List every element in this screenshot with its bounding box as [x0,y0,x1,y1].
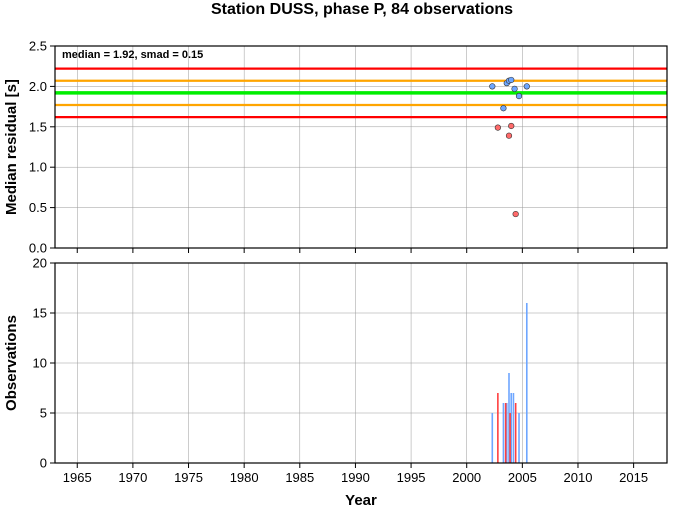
x-tick-label: 1985 [285,470,314,485]
x-tick-label: 1965 [63,470,92,485]
observations-y-ticks: 0 5 10 15 20 [33,256,55,471]
residual-point [500,105,507,112]
observations-y-axis-label: Observations [3,315,20,411]
observation-bar [502,403,505,463]
x-tick-label: 2000 [452,470,481,485]
x-tick-label: 2015 [619,470,648,485]
observations-panel: 0 5 10 15 20 1965 1970 1975 1980 1985 1990 1995 200… [3,256,668,509]
y-tick-label: 5 [40,406,47,421]
year-x-axis-label: Year [345,492,377,509]
residual-point [489,83,496,90]
residual-panel: 0.0 0.5 1.0 1.5 2.0 2.5 median = 1.92, smad =… [3,39,668,256]
observation-bar [491,413,494,463]
x-tick-label: 2005 [508,470,537,485]
observation-bar [514,403,517,463]
residual-point [505,132,513,139]
y-tick-label: 0 [40,456,47,471]
residual-point [511,85,518,92]
y-tick-label: 2.0 [29,79,47,94]
y-tick-label: 10 [33,356,47,371]
observation-bar [505,403,508,463]
observations-x-ticks: 1965 1970 1975 1980 1985 1990 1995 2000 2005 2010… [63,463,648,485]
x-tick-label: 2010 [564,470,593,485]
chart-title: Station DUSS, phase P, 84 observations [211,1,513,18]
observation-bar [512,393,515,463]
residual-points [489,76,530,218]
observations-gridlines [55,263,667,463]
y-tick-label: 20 [33,256,47,271]
residual-point [523,83,530,90]
residual-x-ticks [76,248,635,253]
observation-bar [504,403,507,463]
observations-bars [491,303,528,463]
residual-y-axis-label: Median residual [s] [3,79,20,215]
observation-bar [510,393,513,463]
x-tick-label: 1970 [118,470,147,485]
residual-point [508,122,515,130]
observation-bar [497,393,499,463]
y-tick-label: 2.5 [29,39,47,54]
residual-point [508,76,515,84]
y-tick-label: 1.5 [29,119,47,134]
residual-point [512,210,519,218]
y-tick-label: 1.0 [29,160,47,175]
observation-bar [509,413,511,463]
observation-bar [525,303,528,463]
residual-plot-frame [54,45,668,249]
residual-point [494,124,501,131]
y-tick-label: 15 [33,306,47,321]
residual-reference-lines [55,67,667,119]
y-tick-label: 0.5 [29,200,47,215]
observation-bar [508,373,510,463]
residual-plot-area [55,46,667,248]
x-tick-label: 1980 [230,470,259,485]
x-tick-label: 1975 [174,470,203,485]
observation-bar [518,413,520,463]
x-tick-label: 1990 [341,470,370,485]
x-tick-label: 1995 [397,470,426,485]
y-tick-label: 0.0 [29,241,47,256]
residual-point [515,92,523,100]
residual-y-ticks: 0.0 0.5 1.0 1.5 2.0 2.5 [29,39,55,256]
median-smad-annotation: median = 1.92, smad = 0.15 [62,49,203,61]
